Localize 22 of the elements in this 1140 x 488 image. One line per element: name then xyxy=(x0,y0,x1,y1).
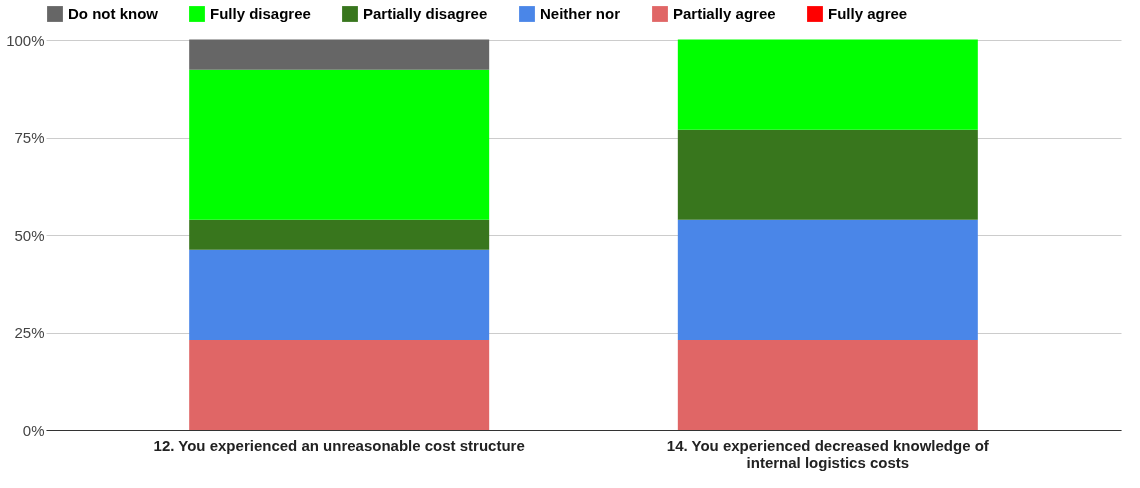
x-tick-label: 12. You experienced an unreasonable cost structure xyxy=(153,436,525,454)
legend-label: Partially agree xyxy=(673,5,776,22)
legend-label: Do not know xyxy=(68,5,159,22)
y-tick-label: 25% xyxy=(14,324,45,341)
x-tick-label: 14. You experienced decreased knowledge of internal logistics costs xyxy=(666,436,990,471)
bar xyxy=(189,39,490,70)
bar xyxy=(189,69,490,220)
y-tick-label: 75% xyxy=(14,129,45,146)
bar xyxy=(677,129,978,220)
y-tick-label: 100% xyxy=(6,31,45,49)
bar xyxy=(677,219,978,340)
y-tick-label: 0% xyxy=(22,421,45,439)
legend-label: Partially disagree xyxy=(363,5,488,22)
legend-label: Fully agree xyxy=(828,5,908,22)
bar xyxy=(189,249,490,340)
legend-label: Neither nor xyxy=(540,5,621,22)
bar xyxy=(677,339,978,430)
bar xyxy=(189,339,490,430)
y-tick-label: 50% xyxy=(14,226,45,244)
legend-label: Fully disagree xyxy=(210,5,311,22)
bar xyxy=(189,219,490,250)
bar xyxy=(677,39,978,130)
